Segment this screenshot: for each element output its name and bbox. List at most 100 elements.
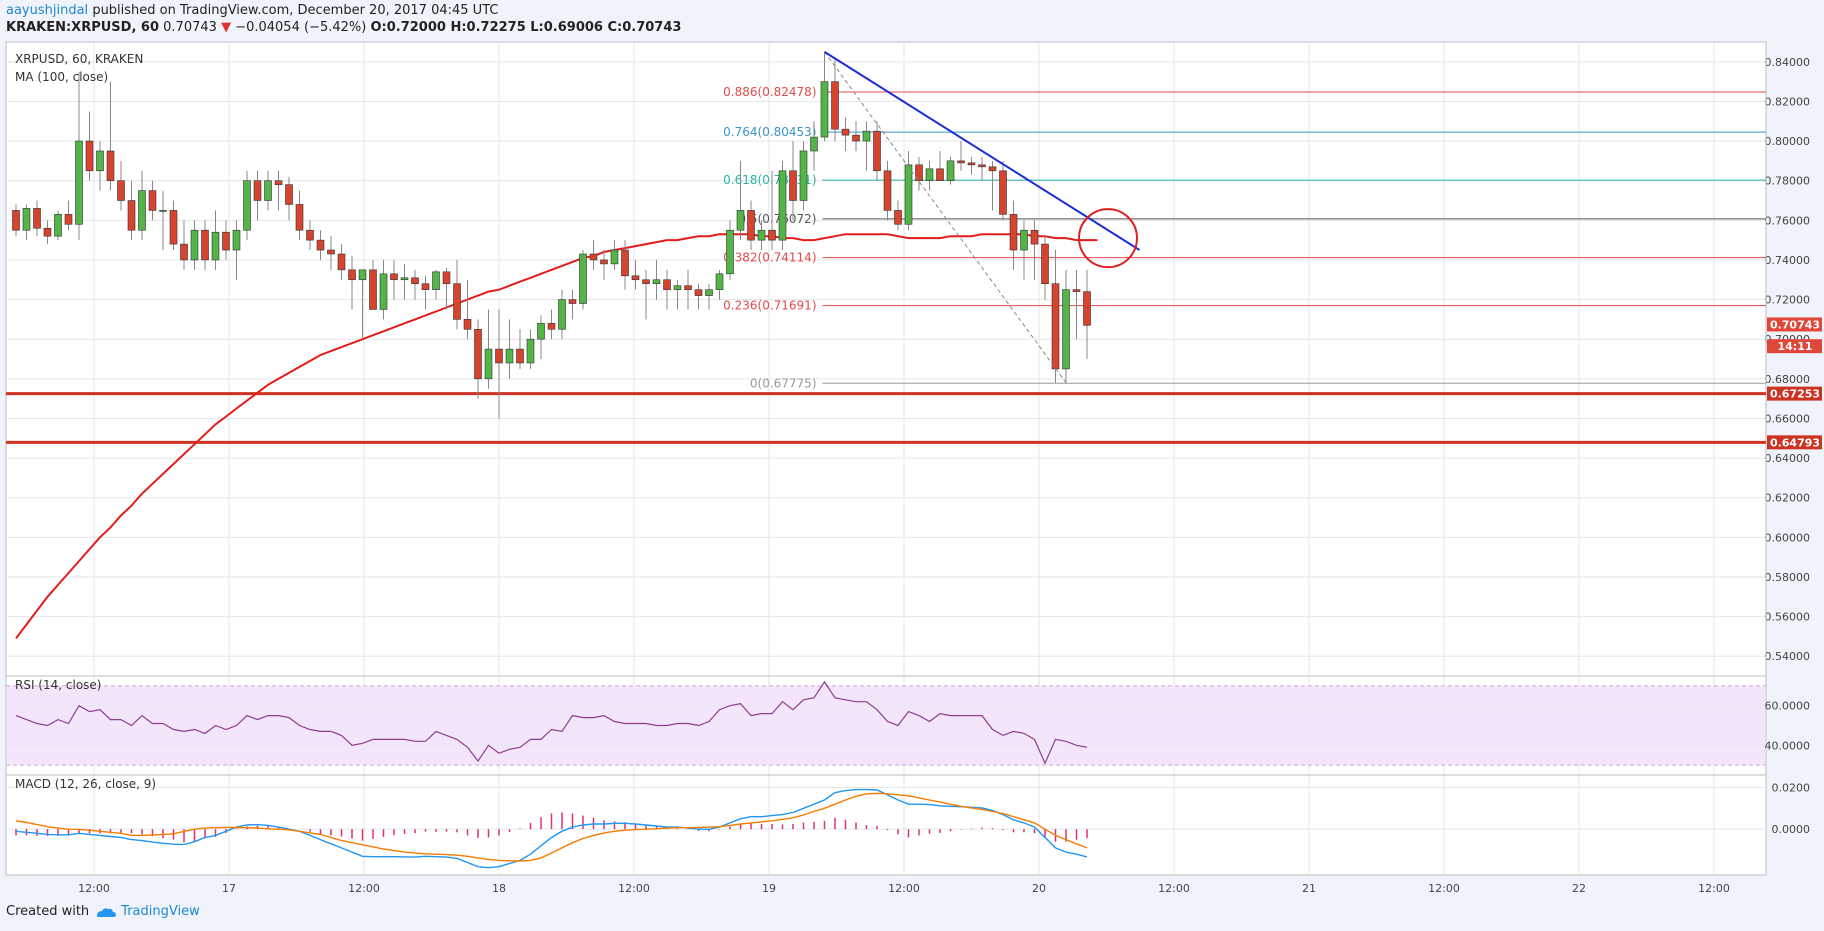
candle-body	[579, 253, 587, 304]
y-tick-label: 0.64000	[1765, 452, 1811, 465]
created-with-text: Created with	[6, 904, 90, 919]
candle-body	[568, 299, 577, 304]
candle-body	[64, 214, 73, 225]
candle-body	[621, 249, 629, 277]
tradingview-label: TradingView	[121, 904, 200, 919]
candle-body	[904, 164, 913, 225]
candle-body	[22, 208, 31, 231]
candle-body	[873, 130, 881, 172]
candle-body	[190, 229, 199, 261]
candle-body	[820, 81, 829, 138]
fib-level-label: 0.886(0.82478)	[723, 85, 816, 99]
candle-body	[390, 273, 398, 281]
candle-body	[652, 279, 661, 285]
candle-body	[768, 229, 776, 241]
candle-body	[967, 162, 976, 166]
candle-body	[96, 150, 104, 172]
candle-body	[862, 130, 871, 142]
macd-signal-line	[15, 792, 1088, 862]
y-tick-label: 0.62000	[1765, 492, 1811, 505]
candle-body	[484, 348, 493, 380]
candle-body	[547, 323, 556, 330]
candle-body	[295, 204, 304, 231]
author-link[interactable]: aayushjindal	[6, 3, 89, 18]
footer: Created with TradingView	[6, 904, 200, 919]
rsi-band	[7, 685, 1765, 766]
candle-body	[610, 249, 619, 265]
candle-body	[663, 279, 671, 290]
macd-tick-label: 0.0000	[1772, 823, 1811, 836]
candle-body	[600, 259, 608, 265]
macd-pane-label: MACD (12, 26, close, 9)	[15, 777, 156, 791]
candle-body	[642, 279, 650, 285]
y-tick-label: 0.68000	[1765, 373, 1811, 386]
candle-body	[1083, 291, 1091, 326]
price-tag-label: 0.70743	[1770, 318, 1820, 331]
tradingview-cloud-icon	[97, 907, 117, 917]
y-tick-label: 0.54000	[1765, 650, 1811, 663]
candle-body	[106, 150, 115, 181]
candle-body	[715, 273, 724, 290]
candle-body	[841, 128, 850, 136]
candle-body	[831, 81, 839, 130]
candle-body	[495, 348, 503, 364]
candle-body	[631, 275, 640, 281]
publish-info: published on TradingView.com, December 2…	[92, 3, 499, 18]
candle-body	[463, 319, 472, 330]
candle-body	[54, 214, 62, 237]
candle-body	[684, 285, 692, 290]
candle-body	[757, 229, 766, 241]
x-tick-label: 12:00	[618, 882, 650, 895]
candle-body	[421, 283, 430, 290]
y-tick-label: 0.76000	[1765, 214, 1811, 227]
price-tag	[1767, 339, 1822, 354]
candle-body	[379, 273, 388, 310]
y-tick-label: 0.60000	[1765, 531, 1811, 544]
price-change: −0.04054 (−5.42%)	[235, 20, 367, 35]
candle-body	[12, 210, 20, 231]
x-tick-label: 20	[1032, 882, 1046, 895]
candle-body	[222, 231, 230, 251]
candle-body	[411, 277, 419, 285]
ohlc-values: O:0.72000 H:0.72275 L:0.69006 C:0.70743	[370, 20, 682, 35]
y-tick-label: 0.80000	[1765, 135, 1811, 148]
candle-body	[75, 140, 83, 225]
candle-body	[474, 328, 482, 380]
candle-body	[778, 170, 787, 241]
tradingview-logo[interactable]: TradingView	[95, 904, 200, 919]
symbol-label: KRAKEN:XRPUSD, 60	[6, 20, 160, 35]
candle-body	[432, 271, 440, 290]
highlight-circle	[1078, 208, 1138, 269]
candle-body	[43, 227, 52, 237]
candle-body	[243, 180, 251, 231]
candle-body	[148, 190, 157, 211]
y-tick-label: 0.58000	[1765, 571, 1811, 584]
candle-body	[180, 243, 188, 261]
x-tick-label: 12:00	[1698, 882, 1730, 895]
candle-body	[1062, 289, 1070, 370]
candle-body	[915, 164, 923, 181]
candle-body	[1030, 229, 1039, 245]
candle-body	[694, 289, 703, 296]
candle-body	[526, 338, 535, 364]
candle-body	[274, 180, 283, 185]
candle-body	[348, 269, 356, 281]
x-tick-label: 21	[1302, 882, 1316, 895]
candle-body	[516, 348, 524, 364]
candle-body	[726, 229, 734, 275]
candle-body	[169, 210, 178, 245]
candle-body	[264, 180, 272, 201]
candle-body	[85, 140, 94, 172]
rsi-pane-label: RSI (14, close)	[15, 678, 101, 692]
candle-body	[232, 229, 241, 251]
fib-level-label: 0.764(0.80453)	[723, 125, 816, 139]
x-tick-label: 19	[762, 882, 776, 895]
candle-body	[453, 283, 461, 320]
x-tick-label: 22	[1572, 882, 1586, 895]
candle-body	[936, 168, 944, 181]
candle-body	[400, 277, 409, 281]
candle-body	[810, 136, 818, 152]
candle-body	[253, 180, 262, 201]
fib-level-label: 0.236(0.71691)	[723, 299, 816, 313]
